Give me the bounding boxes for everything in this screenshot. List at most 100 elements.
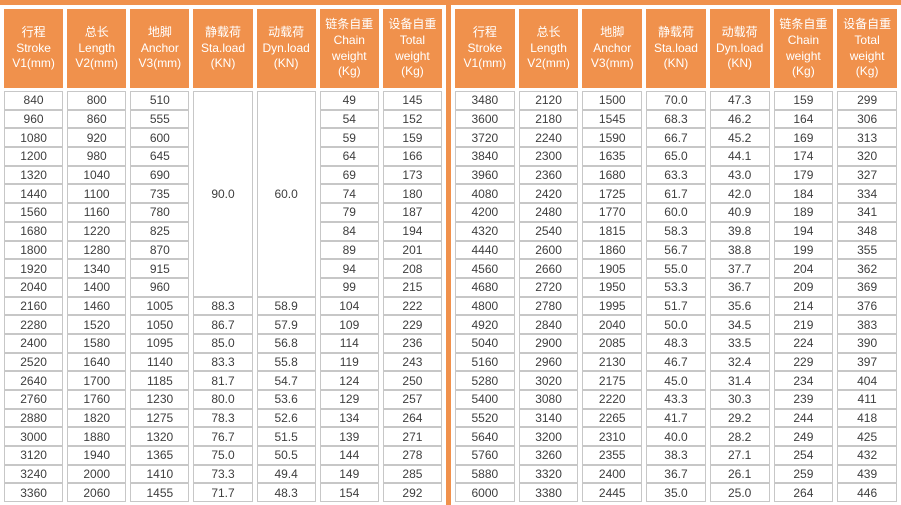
- table-cell: 75.0: [193, 446, 253, 465]
- table-cell: 114: [319, 333, 379, 353]
- table-cell: 80.0: [193, 390, 253, 409]
- table-cell: 2960: [518, 352, 579, 372]
- table-cell: 104: [319, 296, 379, 316]
- column-header-line: (KN): [663, 56, 689, 71]
- table-cell: 229: [382, 315, 442, 334]
- column-header-line: (KN): [210, 56, 236, 71]
- table-cell: 43.3: [646, 390, 706, 409]
- table-cell: 1095: [130, 333, 190, 353]
- column-header-line: 总长: [84, 24, 109, 39]
- table-cell: 369: [837, 277, 897, 297]
- column-header-line: V2(mm): [75, 56, 119, 71]
- table-cell: 313: [837, 128, 897, 148]
- table-cell: 1760: [67, 390, 127, 409]
- table-cell: 3240: [4, 464, 64, 484]
- table-row: 3480 2120 1500 70.0 47.3 159 299: [455, 91, 897, 110]
- table-cell: 40.0: [646, 427, 706, 447]
- table-cell: 94: [319, 259, 379, 278]
- table-cell: 3000: [4, 427, 64, 447]
- table-cell: 2000: [67, 464, 127, 484]
- table-cell-merged: 90.0: [193, 91, 253, 297]
- column-header-chain-weight: 链条自重 Chain weight (Kg): [319, 9, 379, 91]
- table-row: 2880 1820 1275 78.3 52.6 134 264: [4, 408, 442, 428]
- table-row: 1320 1040 690 69 173: [4, 165, 442, 185]
- table-cell: 204: [773, 259, 834, 278]
- table-cell: 2220: [582, 390, 643, 409]
- table-cell: 81.7: [193, 371, 253, 390]
- column-header-line: (KN): [727, 56, 752, 71]
- table-cell: 41.7: [646, 408, 706, 428]
- table-cell: 3840: [455, 147, 515, 166]
- table-cell: 6000: [455, 483, 515, 503]
- table-cell: 1140: [130, 352, 190, 372]
- table-cell: 4920: [455, 315, 515, 334]
- table-cell: 71.7: [193, 483, 253, 503]
- column-header-anchor: 地脚 Anchor V3(mm): [130, 9, 190, 91]
- table-row: 5880 3320 2400 36.7 26.1 259 439: [455, 464, 897, 484]
- table-cell: 78.3: [193, 408, 253, 428]
- table-cell: 860: [67, 109, 127, 129]
- table-row: 3360 2060 1455 71.7 48.3 154 292: [4, 483, 442, 503]
- table-cell: 1320: [4, 165, 64, 185]
- table-cell: 1635: [582, 147, 643, 166]
- table-cell: 2880: [4, 408, 64, 428]
- table-cell: 2120: [518, 91, 579, 110]
- table-cell: 1340: [67, 259, 127, 278]
- table-row: 5400 3080 2220 43.3 30.3 239 411: [455, 390, 897, 409]
- column-header-line: Chain: [787, 32, 820, 47]
- table-cell: 30.3: [709, 390, 770, 409]
- table-cell: 179: [773, 165, 834, 185]
- table-cell: 1545: [582, 109, 643, 129]
- table-row: 4440 2600 1860 56.7 38.8 199 355: [455, 240, 897, 260]
- table-cell: 243: [382, 352, 442, 372]
- table-cell: 1640: [67, 352, 127, 372]
- table-cell: 2180: [518, 109, 579, 129]
- table-cell: 1275: [130, 408, 190, 428]
- table-cell: 271: [382, 427, 442, 447]
- column-header-line: V1(mm): [12, 56, 55, 71]
- table-cell: 1440: [4, 184, 64, 204]
- table-cell: 55.8: [256, 352, 316, 372]
- table-cell: 76.7: [193, 427, 253, 447]
- table-cell: 49: [319, 91, 379, 110]
- table-cell: 134: [319, 408, 379, 428]
- table-row: 4560 2660 1905 55.0 37.7 204 362: [455, 259, 897, 278]
- table-cell: 1400: [67, 277, 127, 297]
- table-cell: 4320: [455, 221, 515, 241]
- table-cell: 1580: [67, 333, 127, 353]
- table-cell: 5280: [455, 371, 515, 390]
- table-cell: 259: [773, 464, 834, 484]
- table-cell: 159: [773, 91, 834, 110]
- table-cell: 84: [319, 221, 379, 241]
- table-row: 3600 2180 1545 68.3 46.2 164 306: [455, 109, 897, 129]
- table-cell: 383: [837, 315, 897, 334]
- table-row: 840 800 510 90.0 60.0 49 145: [4, 91, 442, 297]
- table-cell: 2040: [4, 277, 64, 297]
- table-cell: 58.3: [646, 221, 706, 241]
- table-cell: 57.9: [256, 315, 316, 334]
- table-cell: 129: [319, 390, 379, 409]
- table-cell: 25.0: [709, 483, 770, 503]
- table-cell: 239: [773, 390, 834, 409]
- table-row: 5040 2900 2085 48.3 33.5 224 390: [455, 333, 897, 353]
- table-cell: 510: [130, 91, 190, 110]
- table-cell: 1815: [582, 221, 643, 241]
- table-cell: 735: [130, 184, 190, 204]
- table-cell: 645: [130, 147, 190, 166]
- table-cell: 2085: [582, 333, 643, 353]
- table-cell: 36.7: [709, 277, 770, 297]
- column-header-line: 设备自重: [843, 16, 892, 31]
- table-cell: 4440: [455, 240, 515, 260]
- table-cell: 3720: [455, 128, 515, 148]
- column-header-length: 总长 Length V2(mm): [518, 9, 579, 91]
- column-header-line: weight: [786, 48, 821, 63]
- table-cell: 166: [382, 147, 442, 166]
- table-cell: 33.5: [709, 333, 770, 353]
- table-cell: 870: [130, 240, 190, 260]
- table-cell: 199: [773, 240, 834, 260]
- table-cell: 180: [382, 184, 442, 204]
- table-cell: 189: [773, 203, 834, 222]
- table-cell: 187: [382, 203, 442, 222]
- table-cell: 2480: [518, 203, 579, 222]
- table-header-right: 行程 Stroke V1(mm) 总长 Length V2(mm) 地脚 Anchor V3(m…: [455, 9, 897, 91]
